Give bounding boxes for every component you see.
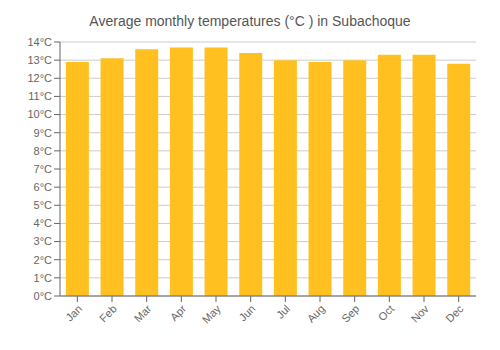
svg-text:Jun: Jun (237, 302, 258, 323)
svg-text:Jan: Jan (63, 302, 84, 323)
svg-text:9°C: 9°C (34, 127, 53, 139)
svg-text:Mar: Mar (132, 302, 154, 324)
svg-text:14°C: 14°C (27, 36, 52, 48)
svg-text:Apr: Apr (168, 302, 189, 323)
svg-text:5°C: 5°C (34, 199, 53, 211)
svg-text:3°C: 3°C (34, 235, 53, 247)
svg-text:7°C: 7°C (34, 163, 53, 175)
svg-text:12°C: 12°C (27, 72, 52, 84)
svg-text:Feb: Feb (97, 302, 119, 324)
svg-text:1°C: 1°C (34, 272, 53, 284)
svg-text:13°C: 13°C (27, 54, 52, 66)
svg-text:4°C: 4°C (34, 217, 53, 229)
svg-text:Jul: Jul (274, 302, 292, 320)
svg-text:0°C: 0°C (34, 290, 53, 302)
svg-text:2°C: 2°C (34, 254, 53, 266)
svg-text:May: May (200, 302, 224, 326)
html-text:Average monthly temperatures (: Average monthly temperatures (°C ) in Su… (89, 13, 411, 29)
svg-text:10°C: 10°C (27, 108, 52, 120)
svg-text:Oct: Oct (376, 302, 397, 323)
svg-text:Dec: Dec (443, 302, 466, 325)
svg-text:6°C: 6°C (34, 181, 53, 193)
svg-text:Nov: Nov (409, 302, 432, 325)
svg-text:Aug: Aug (305, 302, 327, 324)
svg-text:Sep: Sep (339, 302, 361, 324)
svg-text:8°C: 8°C (34, 145, 53, 157)
svg-text:11°C: 11°C (28, 90, 52, 102)
